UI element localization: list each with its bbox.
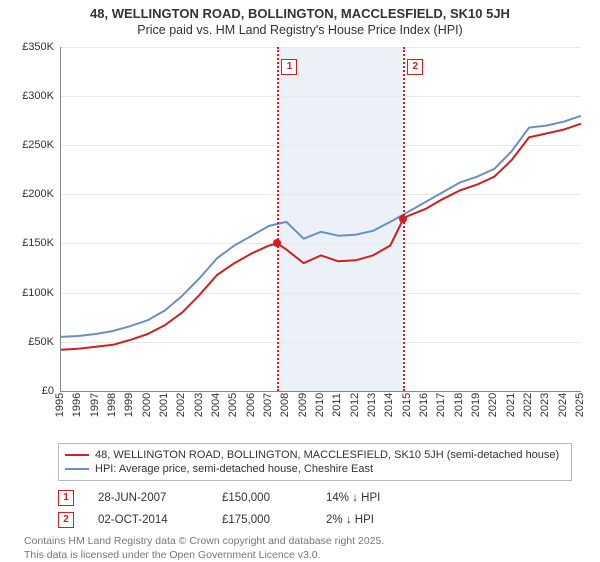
series-line-hpi [61,116,581,337]
x-axis-label: 2024 [557,393,569,417]
x-axis-label: 2025 [574,393,586,417]
x-axis-label: 2013 [366,393,378,417]
x-axis-label: 2022 [522,393,534,417]
chart-title: 48, WELLINGTON ROAD, BOLLINGTON, MACCLES… [10,6,590,23]
x-axis-label: 1996 [71,393,83,417]
event-price: £150,000 [222,492,302,504]
line-svg [61,47,581,391]
x-axis-label: 2009 [297,393,309,417]
x-axis-label: 2004 [210,393,222,417]
y-axis-label: £0 [16,385,54,397]
marker-vline [277,47,279,391]
footer-attribution: Contains HM Land Registry data © Crown c… [24,535,590,562]
x-axis-label: 2007 [262,393,274,417]
events-table: 1 28-JUN-2007 £150,000 14% ↓ HPI 2 02-OC… [58,487,590,531]
x-axis-label: 2001 [158,393,170,417]
y-axis-label: £150K [16,237,54,249]
y-axis-label: £300K [16,90,54,102]
x-axis-label: 2019 [470,393,482,417]
x-axis-label: 1997 [89,393,101,417]
x-axis-label: 2018 [453,393,465,417]
event-date: 28-JUN-2007 [98,492,198,504]
event-row: 2 02-OCT-2014 £175,000 2% ↓ HPI [58,509,590,531]
x-axis-label: 1998 [106,393,118,417]
x-axis-label: 2006 [245,393,257,417]
event-date: 02-OCT-2014 [98,514,198,526]
plot-region: 12 [60,47,581,392]
x-axis-label: 1995 [54,393,66,417]
legend-label: 48, WELLINGTON ROAD, BOLLINGTON, MACCLES… [95,449,559,461]
x-axis-label: 2017 [435,393,447,417]
marker-badge: 1 [281,59,297,75]
y-axis-label: £50K [16,336,54,348]
chart-wrapper: 48, WELLINGTON ROAD, BOLLINGTON, MACCLES… [0,0,600,560]
legend-item: 48, WELLINGTON ROAD, BOLLINGTON, MACCLES… [65,448,565,462]
x-axis-label: 2010 [314,393,326,417]
legend-box: 48, WELLINGTON ROAD, BOLLINGTON, MACCLES… [58,443,572,481]
marker-dot [399,215,407,223]
x-axis-label: 2021 [505,393,517,417]
x-axis-label: 2005 [227,393,239,417]
chart-subtitle: Price paid vs. HM Land Registry's House … [10,23,590,37]
y-axis-label: £350K [16,41,54,53]
legend-label: HPI: Average price, semi-detached house,… [95,463,373,475]
series-line-address_price [61,124,581,350]
marker-badge: 2 [407,59,423,75]
event-badge: 1 [58,490,74,506]
event-diff: 2% ↓ HPI [326,514,426,526]
legend-swatch [65,454,89,456]
y-axis-label: £100K [16,287,54,299]
y-axis-label: £200K [16,188,54,200]
event-row: 1 28-JUN-2007 £150,000 14% ↓ HPI [58,487,590,509]
x-axis-label: 2014 [383,393,395,417]
chart-area: 12 £0£50K£100K£150K£200K£250K£300K£350K1… [20,41,580,421]
x-axis-label: 2020 [487,393,499,417]
x-axis-label: 2011 [331,393,343,417]
x-axis-label: 2002 [175,393,187,417]
legend-swatch [65,468,89,470]
marker-dot [273,239,281,247]
event-diff: 14% ↓ HPI [326,492,426,504]
x-axis-label: 2012 [349,393,361,417]
x-axis-label: 2008 [279,393,291,417]
event-price: £175,000 [222,514,302,526]
footer-line: Contains HM Land Registry data © Crown c… [24,535,590,549]
legend-item: HPI: Average price, semi-detached house,… [65,462,565,476]
x-axis-label: 2023 [539,393,551,417]
x-axis-label: 1999 [123,393,135,417]
x-axis-label: 2015 [401,393,413,417]
event-badge: 2 [58,512,74,528]
x-axis-label: 2000 [141,393,153,417]
y-axis-label: £250K [16,139,54,151]
x-axis-label: 2016 [418,393,430,417]
x-axis-label: 2003 [193,393,205,417]
